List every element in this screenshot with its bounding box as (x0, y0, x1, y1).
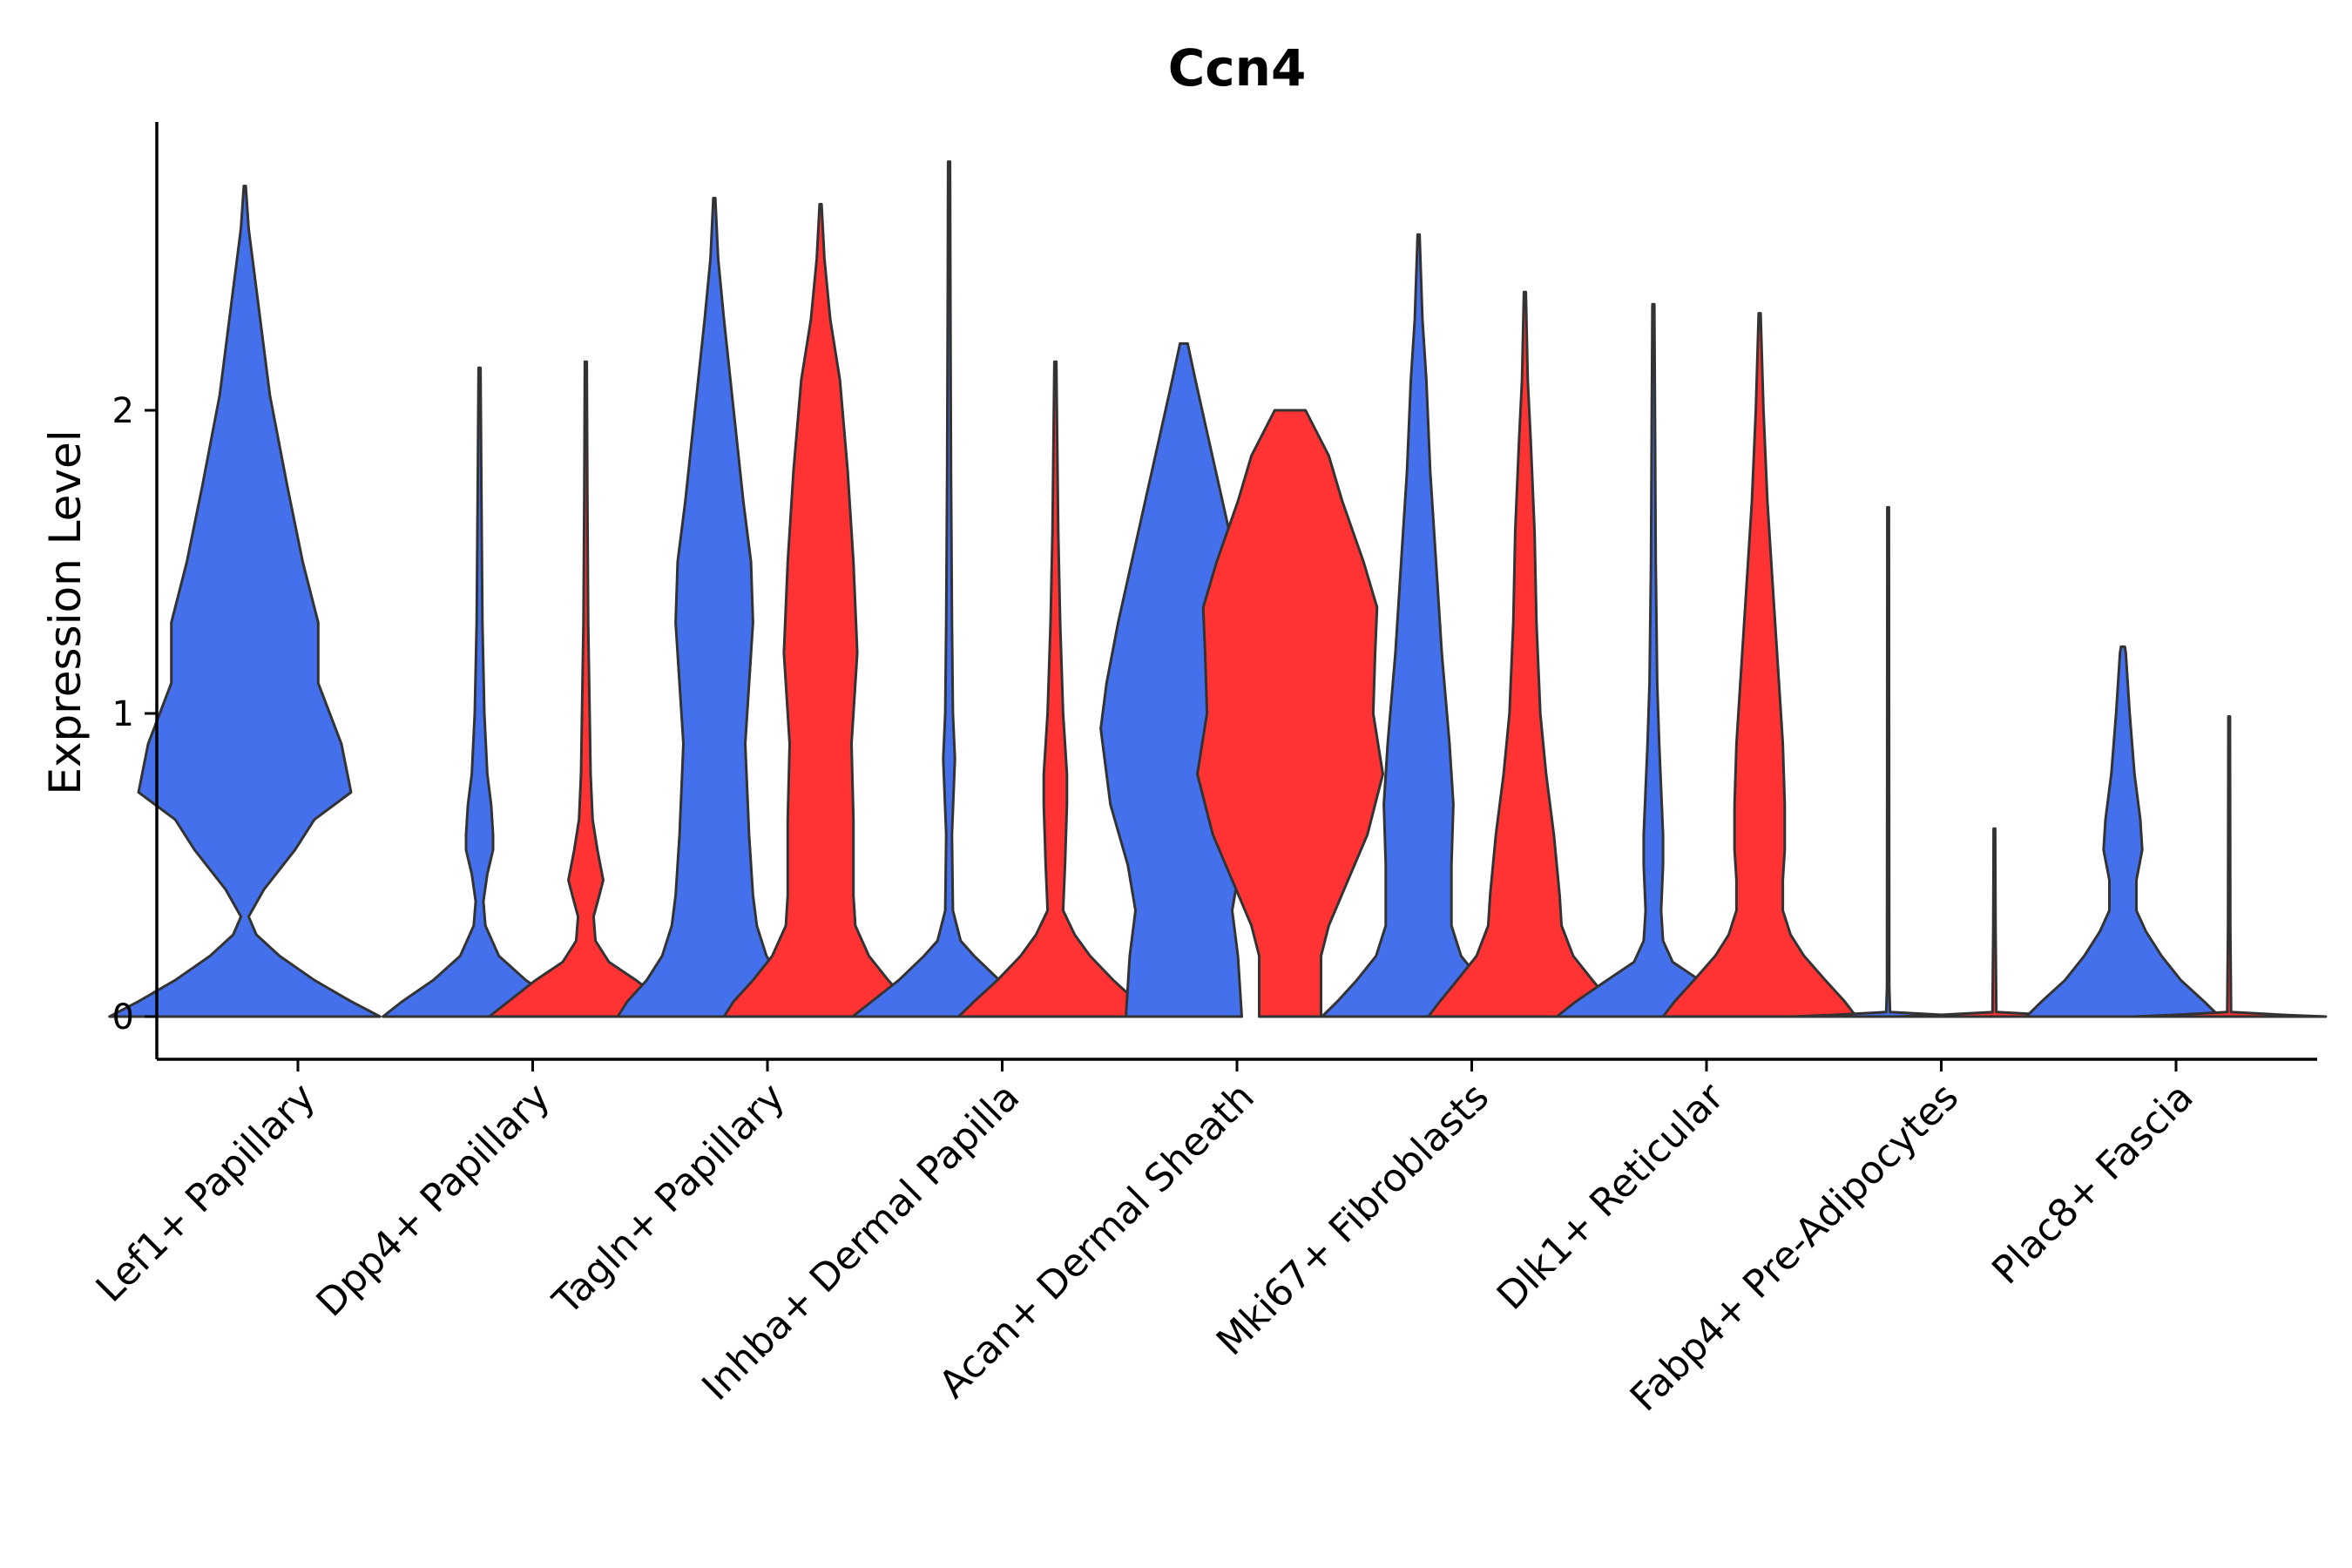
violin-tagln-papillary-group2 (722, 202, 919, 1018)
x-tick-label: Dlk1+ Reticular (1489, 1074, 1734, 1319)
violin-group (108, 160, 2328, 1018)
violin-fabp4-pre-adipocytes-group1 (1790, 505, 1986, 1018)
y-tick-label: 0 (112, 997, 134, 1037)
violin-inhba-dermal-papilla-group1 (851, 160, 1047, 1018)
x-tick-label: Dpp4+ Papillary (308, 1075, 559, 1326)
violin-dlk1-reticular-group1 (1555, 302, 1752, 1018)
violin-acan-dermal-sheath-group2 (1196, 409, 1384, 1018)
x-tick-label: Mki67+ Fibroblasts (1208, 1075, 1497, 1364)
violin-tagln-papillary-group1 (616, 196, 813, 1018)
violin-dpp4-papillary-group2 (488, 360, 684, 1018)
y-ticks: 0 1 2 (112, 391, 157, 1037)
x-tick-label: Plac8+ Fascia (1984, 1075, 2202, 1294)
violin-plac8-fascia-group2 (2131, 715, 2328, 1018)
y-tick-label: 2 (112, 391, 134, 431)
violin-plac8-fascia-group1 (2024, 645, 2221, 1018)
chart-title: Ccn4 (1168, 38, 1307, 98)
violin-dpp4-papillary-group1 (382, 366, 578, 1018)
violin-fabp4-pre-adipocytes-group2 (1896, 827, 2092, 1018)
y-axis-label: Expression Level (40, 429, 91, 794)
x-tick-label: Lef1+ Papillary (88, 1075, 324, 1311)
violin-dlk1-reticular-group2 (1661, 312, 1858, 1018)
violin-lef1-papillary-group1 (108, 185, 382, 1018)
y-tick-label: 1 (112, 694, 134, 734)
violin-inhba-dermal-papilla-group2 (957, 360, 1153, 1018)
violin-mki67-fibroblasts-group2 (1427, 290, 1623, 1018)
x-tick-label: Tagln+ Papillary (544, 1075, 794, 1324)
violin-mki67-fibroblasts-group1 (1321, 233, 1517, 1018)
